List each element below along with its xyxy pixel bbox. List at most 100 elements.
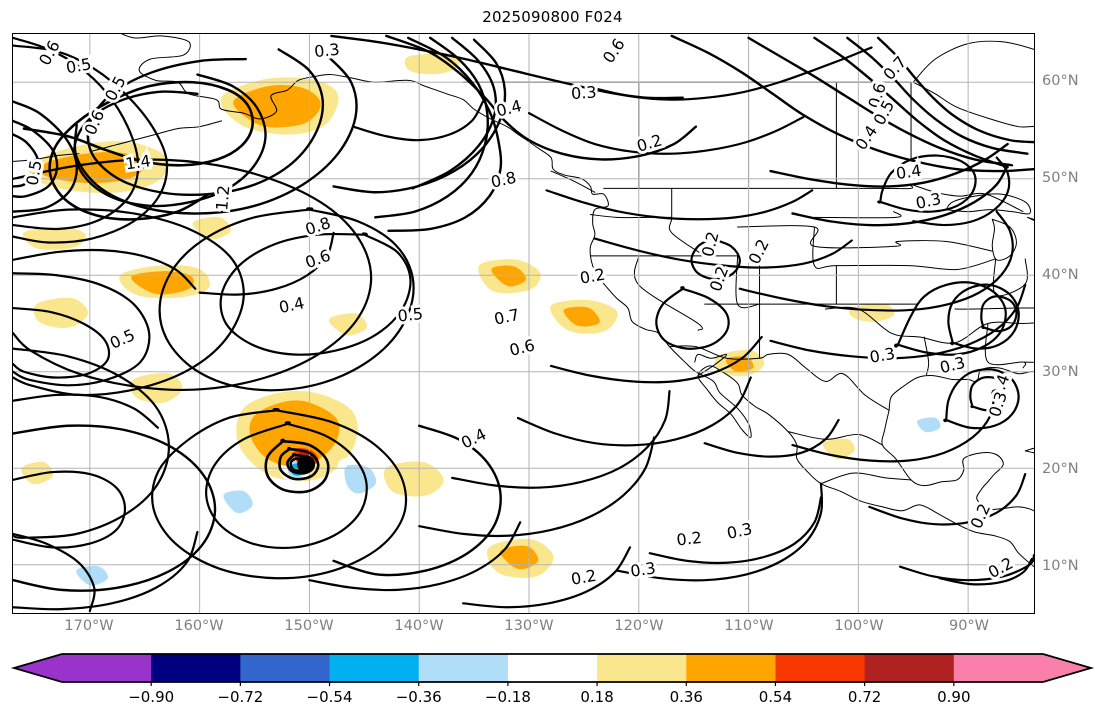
colorbar-segment xyxy=(151,654,241,682)
contour-line xyxy=(13,532,96,613)
map-plot-area[interactable]: 0.6 0.6 0.5 0.5 0.5 0.5 0.6 0.6 0.5 0.5 1.4 1.4 1.2 1… xyxy=(12,33,1035,614)
contour-label: 1.4 xyxy=(124,151,152,173)
contour-label: 0.6 xyxy=(599,35,629,67)
great-lakes-superior xyxy=(945,193,1032,215)
shaded-region xyxy=(625,521,688,560)
colorbar-tick-label: 0.36 xyxy=(669,688,703,706)
mexico-states-1 xyxy=(787,431,883,446)
lon-tick-label: 140°W xyxy=(394,618,444,634)
contour-line xyxy=(86,48,325,196)
contour-line xyxy=(876,36,1034,144)
colorbar-tick-label: 0.54 xyxy=(758,688,793,706)
shaded-region xyxy=(848,303,895,322)
contour-line xyxy=(877,154,977,213)
contour-line xyxy=(73,52,358,215)
colorbar-segment xyxy=(597,654,687,682)
contour-line xyxy=(584,46,873,101)
contour-label: 0.4 xyxy=(851,122,881,154)
colorbar[interactable]: −0.90 −0.72 −0.54 −0.36 −0.18 0.18 0.36 0.54 0.7… xyxy=(0,650,1105,712)
contour-line xyxy=(13,424,217,592)
shaded-region xyxy=(272,154,334,202)
contour-line xyxy=(769,142,1009,188)
colorbar-tick-label: 0.72 xyxy=(847,688,882,706)
shaded-region xyxy=(888,266,932,294)
colorbar-tick-label: −0.90 xyxy=(128,688,175,706)
contour-label: 0.5 xyxy=(22,159,45,187)
contour-line xyxy=(938,557,1033,586)
colorbar-extend-max xyxy=(1043,654,1091,682)
contour-line xyxy=(332,38,507,194)
longitude-tick-labels: 170°W 160°W 150°W 140°W 130°W 120°W 110°W 100°W… xyxy=(12,618,1035,642)
state-appalachia xyxy=(984,323,1027,369)
contour-label: 0.6 xyxy=(303,246,333,273)
lat-tick-label: 10°N xyxy=(1042,557,1079,574)
shaded-region xyxy=(223,490,253,514)
shaded-region xyxy=(383,461,444,497)
contour-line xyxy=(615,482,824,582)
lat-tick-label: 50°N xyxy=(1042,170,1079,187)
contour-line xyxy=(747,36,1014,167)
contour-label: 0.6 xyxy=(508,335,537,360)
contour-label: 0.5 xyxy=(65,54,93,77)
contour-label: 0.3 xyxy=(570,82,597,103)
lon-tick-label: 170°W xyxy=(64,618,114,634)
contour-line xyxy=(418,436,656,538)
contour-line xyxy=(648,496,823,565)
lon-tick-label: 120°W xyxy=(614,618,664,634)
colorbar-swatches xyxy=(10,653,1095,686)
contour-line xyxy=(219,232,412,356)
contour-line xyxy=(13,470,127,549)
shaded-region xyxy=(215,128,266,158)
contour-line xyxy=(13,158,373,391)
contour-label: 0.3 xyxy=(313,40,340,62)
state-ca-nv xyxy=(633,255,703,331)
lat-tick-label: 40°N xyxy=(1042,267,1079,284)
lat-tick-label: 60°N xyxy=(1042,73,1079,90)
contour-line xyxy=(943,368,1020,430)
shaded-region xyxy=(21,461,54,485)
colorbar-tick-label: 0.90 xyxy=(937,688,971,706)
contour-line xyxy=(516,376,752,447)
contour-line xyxy=(894,281,1007,356)
contour-line xyxy=(330,34,684,100)
colorbar-tick-label: −0.36 xyxy=(395,688,442,706)
shaded-region xyxy=(76,565,108,586)
lon-tick-label: 150°W xyxy=(284,618,334,634)
colorbar-tick-label: −0.54 xyxy=(306,688,353,706)
contour-label: 0.7 xyxy=(492,305,521,329)
shaded-region xyxy=(33,297,88,328)
mexico-states-2 xyxy=(820,472,912,485)
map-canvas: 0.60.6 0.50.50.50.50.60.60.50.5 1.41.41.21… xyxy=(13,34,1034,613)
contour-line xyxy=(738,210,1014,312)
contour-line xyxy=(947,283,1020,350)
contour-label: 0.2 xyxy=(570,566,598,589)
great-lakes-huron-erie xyxy=(1026,216,1034,221)
contour-line xyxy=(813,36,1009,169)
contour-label: 0.3 xyxy=(914,189,943,213)
contour-label: 0.6 xyxy=(81,107,109,138)
contour-line xyxy=(198,231,335,296)
colorbar-segment xyxy=(62,654,152,682)
contour-label: 0.2 xyxy=(676,528,703,550)
contour-label: 0.3 xyxy=(868,344,896,367)
state-nd-sd xyxy=(813,211,902,219)
contour-label: 0.2 xyxy=(706,264,733,294)
gridlines-layer xyxy=(13,34,1034,613)
shaded-region xyxy=(917,417,941,433)
shaded-region xyxy=(725,356,754,372)
contour-label: 0.4 xyxy=(494,96,523,121)
contour-line xyxy=(980,295,1018,333)
colorbar-tick-label: 0.18 xyxy=(580,688,614,706)
contour-line xyxy=(22,80,254,221)
lon-tick-label: 100°W xyxy=(834,618,884,634)
colorbar-tick-label: −0.72 xyxy=(217,688,264,706)
colorbar-segment xyxy=(329,654,420,682)
contour-label: 1.2 xyxy=(212,184,233,211)
shaded-region xyxy=(491,265,526,287)
colorbar-segment xyxy=(507,654,598,682)
hudson-bay xyxy=(912,40,1034,128)
contour-label-halo: 0.3 xyxy=(313,40,340,62)
contour-line xyxy=(527,112,805,155)
contour-label: 0.2 xyxy=(967,501,995,532)
contour-line xyxy=(73,73,267,208)
